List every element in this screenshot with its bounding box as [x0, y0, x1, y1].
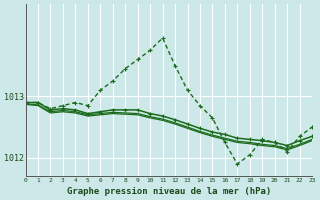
- X-axis label: Graphe pression niveau de la mer (hPa): Graphe pression niveau de la mer (hPa): [67, 187, 271, 196]
